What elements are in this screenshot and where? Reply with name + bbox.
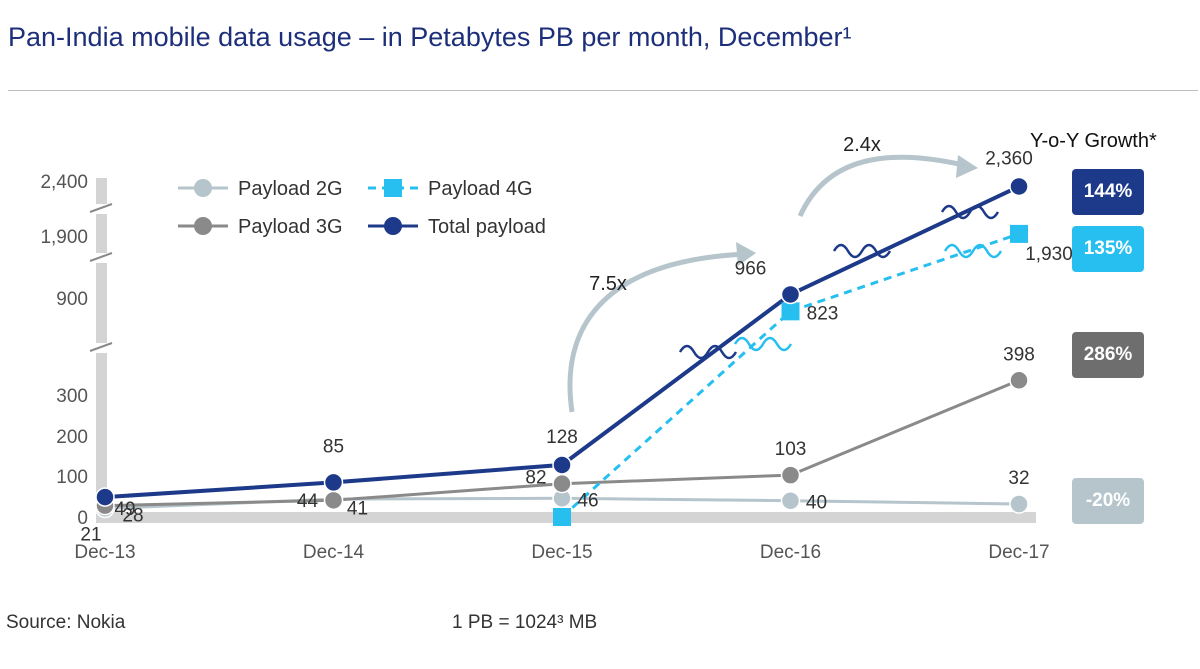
data-label: 40 [806, 493, 827, 514]
legend-label: Payload 2G [238, 178, 343, 200]
axis-break-gap [92, 253, 111, 263]
chart-title: Pan-India mobile data usage – in Petabyt… [8, 22, 852, 52]
title-divider [8, 90, 1198, 91]
data-label: 28 [122, 506, 143, 527]
axis-break-mark [89, 342, 113, 352]
legend-marker [194, 217, 212, 235]
y-tick-label: 200 [56, 427, 88, 448]
data-label: 41 [347, 498, 368, 519]
legend-marker [194, 179, 212, 197]
data-label: 32 [1008, 468, 1029, 489]
axis-break-squiggle [733, 336, 793, 352]
y-tick-label: 100 [56, 467, 88, 488]
axis-break-mark [89, 203, 113, 213]
x-tick-label: Dec-13 [74, 542, 135, 563]
data-point [1009, 370, 1029, 391]
data-point [323, 472, 344, 493]
growth-annotation: 7.5x [589, 273, 627, 295]
data-label: 44 [297, 491, 319, 512]
data-label: 128 [546, 427, 578, 448]
growth-badge-total: 144% [1072, 169, 1144, 215]
data-point [552, 473, 572, 494]
data-point [95, 487, 115, 507]
legend-marker [384, 217, 402, 235]
x-tick-label: Dec-17 [988, 542, 1049, 563]
data-point [1009, 494, 1029, 514]
y-tick-label: 300 [56, 386, 88, 407]
data-label: 398 [1003, 344, 1035, 365]
source-note: Source: Nokia [6, 612, 126, 633]
growth-badge-3g: 286% [1072, 332, 1144, 378]
axis-break-gap [92, 204, 111, 214]
axis-break-squiggle [832, 243, 892, 259]
x-tick-label: Dec-15 [531, 542, 592, 563]
data-point [780, 284, 801, 305]
data-label: 85 [323, 436, 344, 457]
y-tick-label: 900 [56, 289, 88, 310]
axis-break-mark [89, 252, 113, 262]
data-point [780, 465, 801, 485]
x-tick-label: Dec-16 [760, 542, 821, 563]
y-tick-label: 0 [77, 508, 88, 529]
data-label: 2,360 [985, 148, 1033, 169]
growth-annotation: 2.4x [843, 134, 881, 156]
unit-note: 1 PB = 1024³ MB [452, 612, 598, 633]
data-label: 82 [525, 468, 546, 489]
data-label: 823 [807, 303, 839, 324]
data-label: 966 [735, 258, 767, 279]
growth-arrow-head [956, 155, 978, 178]
data-point [552, 455, 572, 475]
data-label: 1,930 [1025, 244, 1073, 265]
legend-label: Payload 4G [428, 178, 533, 200]
growth-badge-4g: 135% [1072, 226, 1144, 272]
growth-title: Y-o-Y Growth* [1030, 130, 1157, 152]
axis-break-gap [92, 343, 111, 353]
data-point [553, 508, 571, 526]
x-tick-label: Dec-14 [303, 542, 365, 563]
series-line [560, 232, 1020, 519]
legend-marker [384, 179, 402, 197]
growth-arrow [797, 154, 969, 218]
growth-arrow [567, 251, 749, 413]
data-point [780, 490, 801, 511]
data-label: 46 [577, 490, 598, 511]
axis-break-squiggle [943, 243, 1003, 259]
y-tick-label: 2,400 [40, 172, 88, 193]
data-label: 21 [80, 524, 101, 545]
growth-arrow-head [736, 242, 756, 266]
data-point [781, 302, 800, 321]
data-label: 49 [114, 499, 135, 520]
data-point [323, 490, 344, 511]
data-label: 103 [775, 439, 807, 460]
axis-break-squiggle [940, 204, 1000, 220]
legend-label: Payload 3G [238, 216, 343, 238]
data-point [1009, 176, 1029, 197]
line-chart: 0 100 200 300 900 1,900 2,400 Dec-13 Dec-14 Dec-1… [40, 134, 1073, 563]
axis-break-squiggle [678, 344, 738, 360]
data-point [1010, 224, 1028, 243]
y-tick-label: 1,900 [40, 227, 88, 248]
growth-badge-2g: -20% [1072, 478, 1144, 524]
legend-label: Total payload [428, 216, 546, 238]
